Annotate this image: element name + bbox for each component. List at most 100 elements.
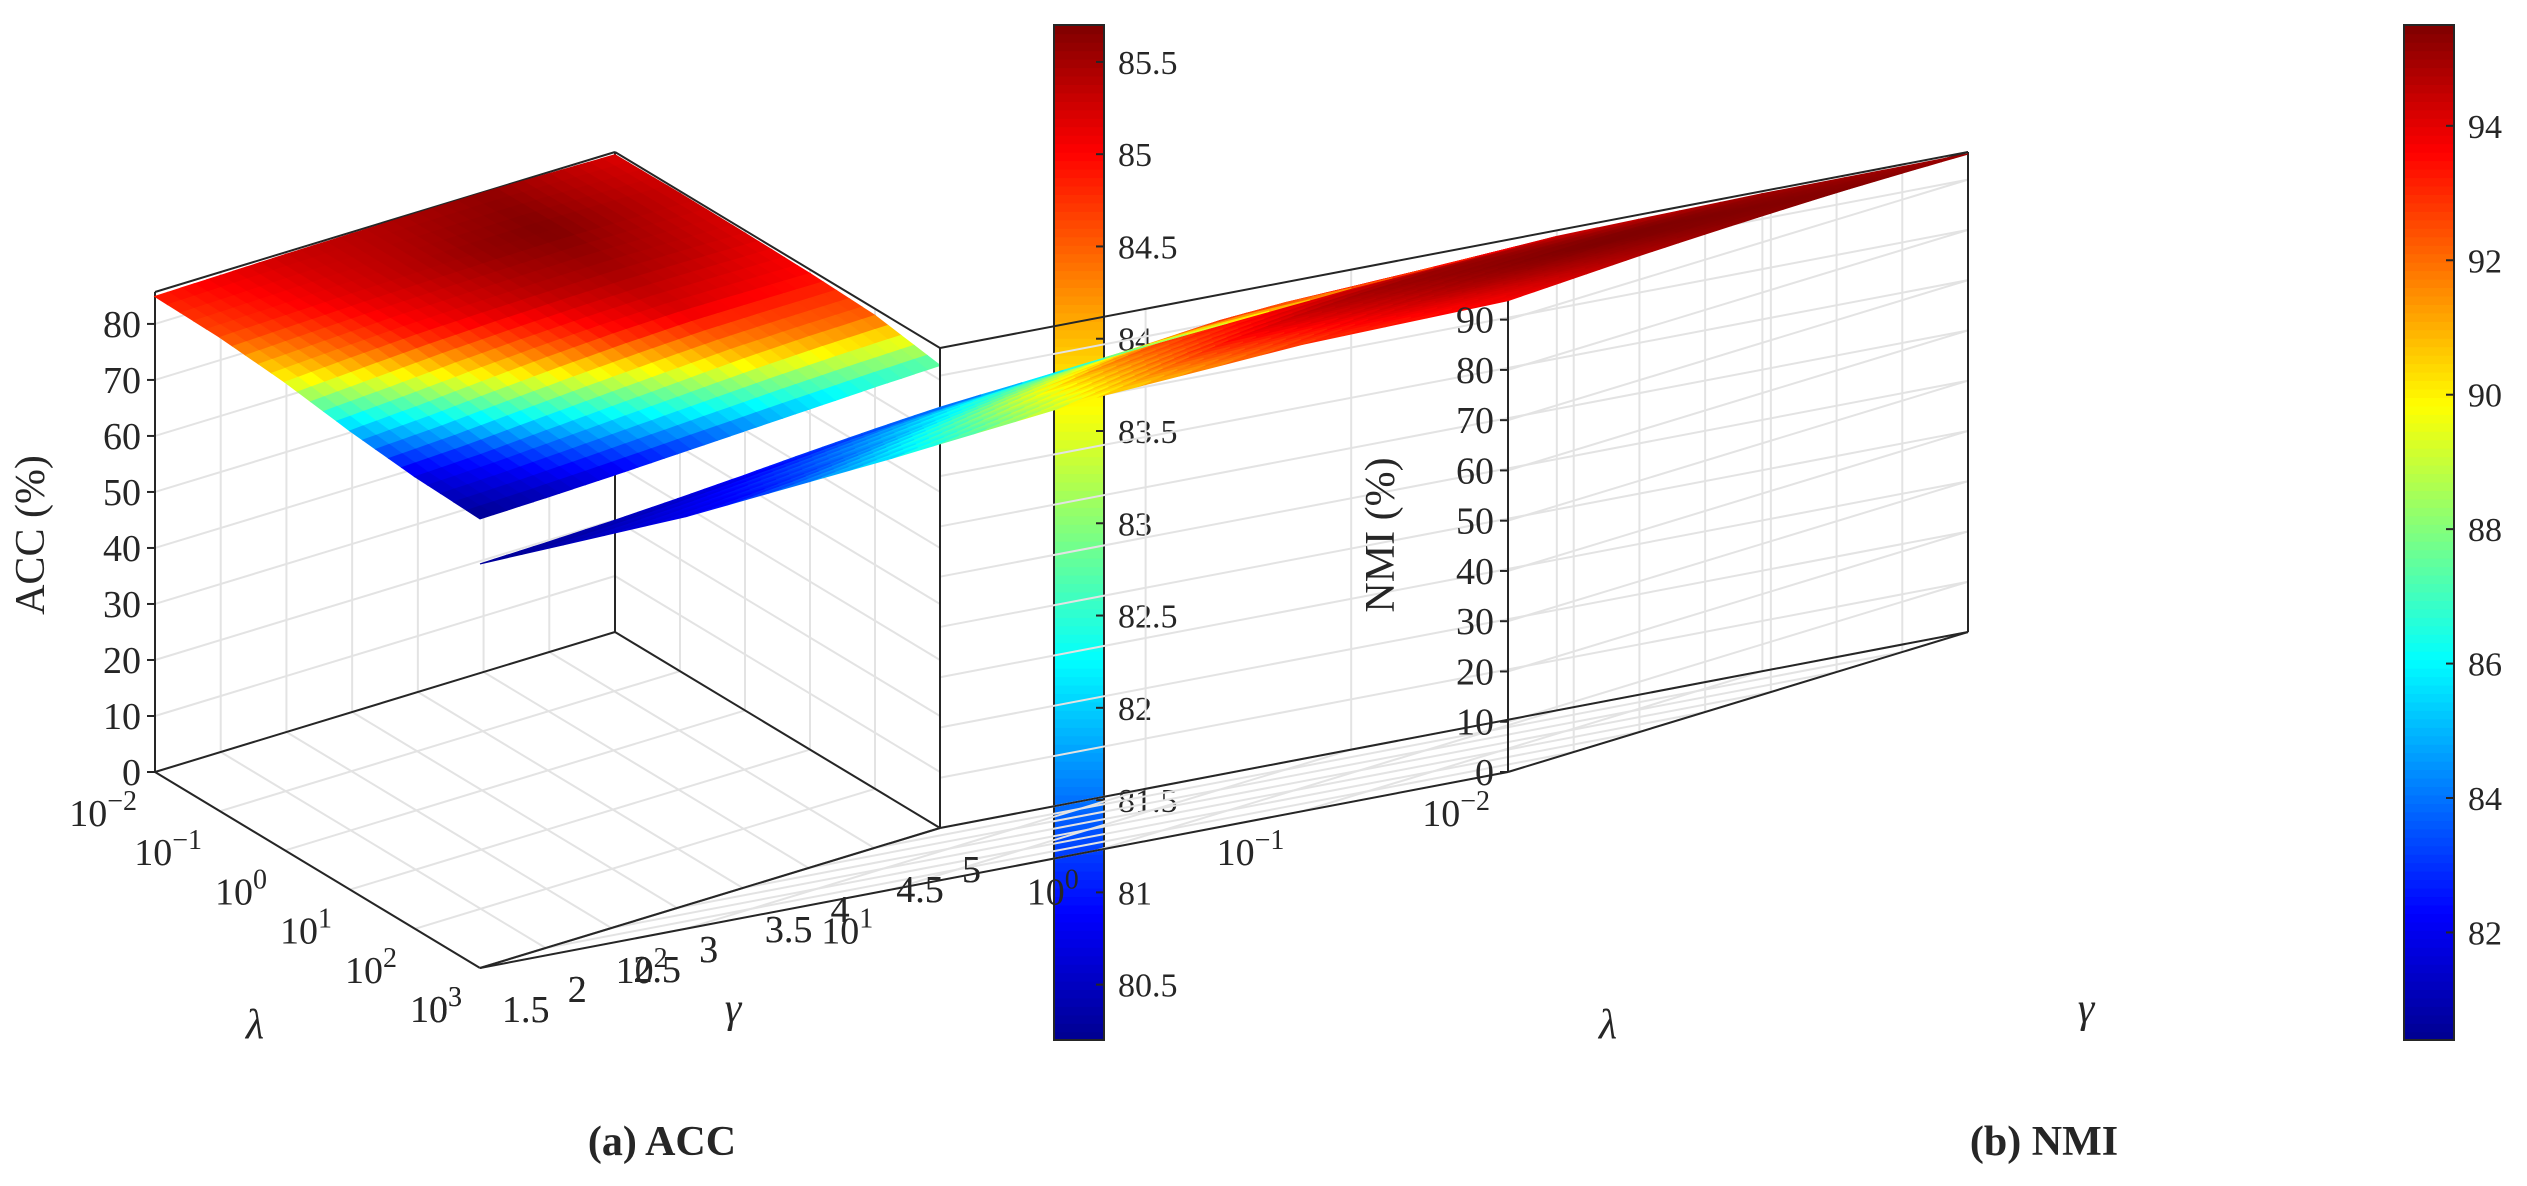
colorbar-band bbox=[1054, 329, 1104, 339]
wall-grid-line bbox=[1507, 580, 1969, 723]
colorbar-band bbox=[2404, 295, 2454, 305]
colorbar-band bbox=[1054, 853, 1104, 864]
colorbar-tick-label: 80.5 bbox=[1118, 968, 1178, 1005]
lambda-tick-exponent: −1 bbox=[1255, 825, 1285, 856]
colorbar-band bbox=[2404, 211, 2454, 221]
colorbar-band bbox=[2404, 33, 2454, 43]
colorbar-band bbox=[2404, 490, 2454, 500]
colorbar-band bbox=[2404, 794, 2454, 804]
colorbar-band bbox=[2404, 244, 2454, 255]
colorbar-band bbox=[1054, 946, 1104, 957]
colorbar-band bbox=[1054, 447, 1104, 458]
floor-grid-line bbox=[890, 748, 1352, 891]
colorbar-band bbox=[1054, 540, 1104, 551]
colorbar-band bbox=[1054, 143, 1104, 153]
colorbar-band bbox=[1054, 312, 1104, 322]
colorbar-band bbox=[1054, 896, 1104, 906]
wall-grid-line bbox=[939, 480, 1969, 679]
colorbar-band bbox=[1054, 608, 1104, 618]
wall-grid-line bbox=[939, 580, 1969, 779]
lambda-tick-base: 10 bbox=[1422, 793, 1460, 835]
colorbar-band bbox=[1054, 980, 1104, 991]
gamma-tick-label: 1.5 bbox=[502, 989, 550, 1031]
colorbar-band bbox=[2404, 439, 2454, 449]
colorbar-band bbox=[1054, 414, 1104, 424]
lambda-tick-exponent: 0 bbox=[253, 864, 267, 895]
colorbar-band bbox=[2404, 261, 2454, 272]
lambda-tick-base: 10 bbox=[280, 911, 318, 953]
colorbar-band bbox=[2404, 913, 2454, 923]
colorbar-band bbox=[2404, 202, 2454, 212]
box-edge bbox=[939, 631, 1969, 829]
colorbar-band bbox=[2404, 228, 2454, 238]
colorbar-band bbox=[1054, 304, 1104, 314]
colorbar-band bbox=[2404, 921, 2454, 931]
z-tick-label: 80 bbox=[103, 304, 141, 346]
colorbar-band bbox=[2404, 997, 2454, 1007]
lambda-tick-base: 10 bbox=[410, 989, 448, 1031]
colorbar-band bbox=[1054, 659, 1104, 669]
colorbar-band bbox=[1054, 727, 1104, 737]
colorbar-frame bbox=[2403, 24, 2455, 1041]
colorbar-band bbox=[2404, 896, 2454, 906]
colorbar-band bbox=[2404, 870, 2454, 881]
colorbar-band bbox=[1054, 25, 1104, 35]
colorbar-band bbox=[2404, 777, 2454, 788]
surface-patch bbox=[465, 505, 495, 520]
colorbar-band bbox=[2404, 278, 2454, 289]
lambda-axis-line bbox=[154, 771, 481, 969]
colorbar-band bbox=[2404, 803, 2454, 813]
colorbar-band bbox=[2404, 659, 2454, 669]
colorbar-tick-label: 84.5 bbox=[1118, 229, 1178, 266]
z-axis-label: NMI (%) bbox=[1358, 457, 1404, 612]
colorbar-band bbox=[2404, 101, 2454, 111]
colorbar-band bbox=[2404, 92, 2454, 102]
lambda-axis-label: λ bbox=[1597, 1002, 1617, 1048]
colorbar-band bbox=[2404, 828, 2454, 838]
lambda-tick-label: 101 bbox=[821, 904, 873, 953]
colorbar-band bbox=[2404, 41, 2454, 52]
lambda-axis-label: λ bbox=[244, 1002, 264, 1048]
colorbar-band bbox=[2404, 118, 2454, 128]
colorbar-band bbox=[2404, 321, 2454, 331]
colorbar-band bbox=[2404, 727, 2454, 737]
lambda-tick-label: 100 bbox=[215, 864, 267, 913]
surface bbox=[479, 153, 1969, 565]
colorbar-band bbox=[1054, 134, 1104, 145]
colorbar-band bbox=[1054, 769, 1104, 779]
colorbar-band bbox=[1054, 997, 1104, 1007]
colorbar-band bbox=[1054, 67, 1104, 77]
z-tick-label: 90 bbox=[1456, 300, 1494, 342]
colorbar-band bbox=[2404, 160, 2454, 170]
colorbar-band bbox=[1054, 930, 1104, 940]
colorbar-band bbox=[1054, 177, 1104, 187]
wall-grid-line bbox=[1507, 429, 1969, 572]
colorbar-tick-label: 86 bbox=[2468, 647, 2502, 684]
colorbar-band bbox=[1054, 168, 1104, 179]
colorbar-band bbox=[2404, 84, 2454, 94]
colorbar-band bbox=[1054, 50, 1104, 60]
floor-grid-line bbox=[349, 748, 811, 891]
colorbar-band bbox=[2404, 456, 2454, 466]
colorbar-band bbox=[2404, 667, 2454, 678]
colorbar-band bbox=[1054, 337, 1104, 348]
gamma-tick-label: 3.5 bbox=[765, 909, 813, 951]
colorbar-band bbox=[2404, 591, 2454, 601]
colorbar-band bbox=[1054, 617, 1104, 627]
colorbar-band bbox=[1054, 236, 1104, 246]
lambda-tick-exponent: 1 bbox=[318, 904, 332, 935]
wall-grid-line bbox=[939, 530, 1969, 729]
colorbar-band bbox=[1054, 989, 1104, 999]
z-tick-label: 10 bbox=[1456, 702, 1494, 744]
colorbar-band bbox=[2404, 786, 2454, 796]
wall-grid-line bbox=[1507, 178, 1969, 321]
colorbar-band bbox=[2404, 1014, 2454, 1024]
colorbar-band bbox=[2404, 693, 2454, 703]
z-tick-label: 60 bbox=[1456, 450, 1494, 492]
floor-grid-line bbox=[1096, 709, 1558, 852]
lambda-tick-exponent: 0 bbox=[1065, 864, 1079, 895]
colorbar-band bbox=[2404, 447, 2454, 458]
colorbar-band bbox=[1054, 278, 1104, 289]
box-edge bbox=[614, 631, 941, 829]
z-tick-label: 20 bbox=[103, 640, 141, 682]
